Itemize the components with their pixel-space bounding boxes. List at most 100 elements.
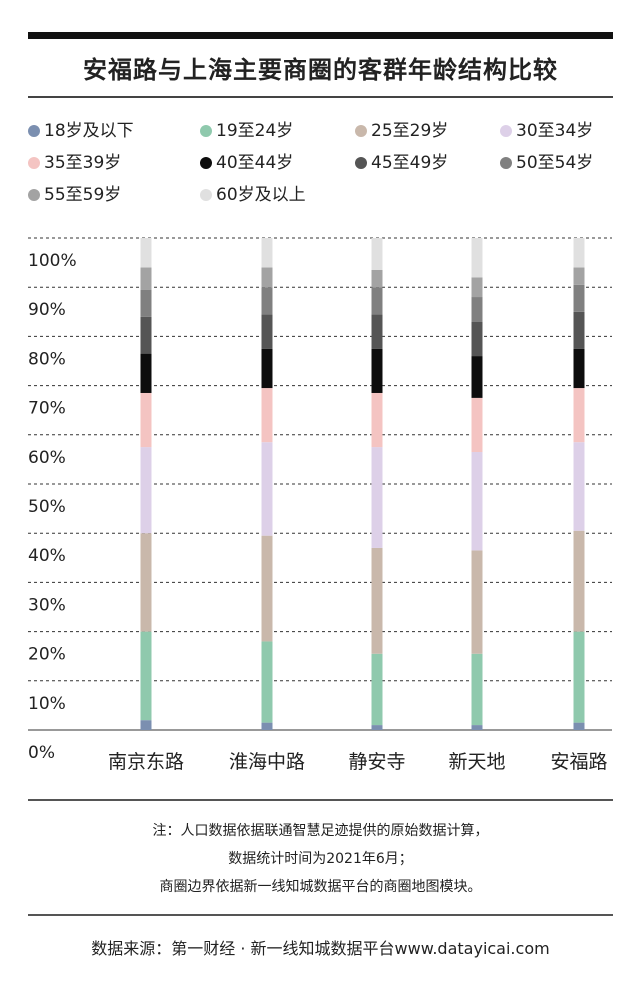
y-tick-label: 70% bbox=[28, 399, 66, 419]
bar-segment bbox=[573, 722, 585, 730]
bar-segment bbox=[140, 238, 152, 268]
bar-segment bbox=[371, 269, 383, 288]
legend-swatch bbox=[28, 189, 40, 201]
bar-segment bbox=[573, 348, 585, 389]
stacked-bar-chart: 0% 10% 20% 30% 40% 50% 60% 70% 80% 90% 100% 南京东路 淮海中… bbox=[28, 237, 612, 773]
bar-segment bbox=[140, 533, 152, 632]
legend-swatch bbox=[28, 157, 40, 169]
bar-segment bbox=[371, 314, 383, 349]
bar-segment bbox=[371, 653, 383, 726]
y-tick-label: 90% bbox=[28, 300, 66, 320]
bar-segment bbox=[261, 238, 273, 268]
bar-segment bbox=[140, 267, 152, 290]
legend-item: 35至39岁 bbox=[28, 148, 121, 173]
title-rule bbox=[28, 96, 613, 98]
bar-segment bbox=[573, 442, 585, 531]
bar-segment bbox=[573, 388, 585, 443]
bar-segment bbox=[471, 297, 483, 322]
y-tick-label: 40% bbox=[28, 546, 66, 566]
legend-label: 30至34岁 bbox=[516, 121, 594, 141]
y-tick-label: 20% bbox=[28, 645, 66, 665]
legend-label: 18岁及以下 bbox=[44, 121, 134, 141]
bar-segment bbox=[471, 725, 483, 730]
category-label: 新天地 bbox=[448, 751, 505, 773]
legend-label: 19至24岁 bbox=[216, 121, 294, 141]
legend-item: 60岁及以上 bbox=[200, 180, 306, 205]
bar-segment bbox=[371, 238, 383, 270]
bar-segment bbox=[371, 348, 383, 393]
legend-item: 45至49岁 bbox=[355, 148, 448, 173]
bar-segment bbox=[261, 267, 273, 288]
bar-segment bbox=[471, 452, 483, 551]
y-tick-label: 0% bbox=[28, 743, 55, 763]
bar-segment bbox=[371, 287, 383, 315]
bar-segment bbox=[371, 547, 383, 654]
y-tick-label: 50% bbox=[28, 497, 66, 517]
legend-item: 50至54岁 bbox=[500, 148, 593, 173]
legend-swatch bbox=[200, 125, 212, 137]
legend-item: 55至59岁 bbox=[28, 180, 121, 205]
bar-segment bbox=[471, 321, 483, 357]
bar-segment bbox=[573, 284, 585, 312]
bar-segment bbox=[140, 316, 152, 354]
legend-label: 60岁及以上 bbox=[216, 185, 306, 205]
legend-swatch bbox=[500, 157, 512, 169]
legend-label: 50至54岁 bbox=[516, 153, 594, 173]
legend-label: 55至59岁 bbox=[44, 185, 122, 205]
bar-segment bbox=[140, 392, 152, 448]
bar-segment bbox=[261, 348, 273, 389]
bar-segment bbox=[140, 289, 152, 317]
bar-segment bbox=[261, 287, 273, 315]
bar-segment bbox=[371, 725, 383, 730]
bar-segment bbox=[140, 720, 152, 730]
bar-segment bbox=[471, 238, 483, 278]
bar-segment bbox=[573, 631, 585, 723]
legend-swatch bbox=[355, 125, 367, 137]
legend-label: 40至44岁 bbox=[216, 153, 294, 173]
note-line-3: 商圈边界依据新一线知城数据平台的商圈地图模块。 bbox=[159, 879, 482, 895]
notes-top-rule bbox=[28, 799, 613, 801]
legend-item: 19至24岁 bbox=[200, 116, 293, 141]
bar-segment bbox=[371, 392, 383, 448]
note-line-2: 数据统计时间为2021年6月； bbox=[228, 851, 413, 867]
y-tick-label: 30% bbox=[28, 595, 66, 615]
legend-swatch bbox=[500, 125, 512, 137]
legend-item: 18岁及以下 bbox=[28, 116, 134, 141]
y-tick-label: 100% bbox=[28, 251, 77, 271]
legend-item: 30至34岁 bbox=[500, 116, 593, 141]
legend-swatch bbox=[200, 157, 212, 169]
legend-label: 35至39岁 bbox=[44, 153, 122, 173]
bar-segment bbox=[140, 631, 152, 721]
category-label: 南京东路 bbox=[108, 751, 184, 773]
bar-segment bbox=[261, 535, 273, 642]
legend-item: 25至29岁 bbox=[355, 116, 448, 141]
bar-segment bbox=[261, 442, 273, 536]
bar-segment bbox=[471, 356, 483, 398]
legend-swatch bbox=[200, 189, 212, 201]
top-rule bbox=[28, 32, 613, 39]
bar-segment bbox=[471, 277, 483, 298]
bar-segment bbox=[471, 550, 483, 654]
bar-segment bbox=[573, 530, 585, 632]
bar-segment bbox=[471, 397, 483, 453]
bar-segment bbox=[573, 311, 585, 349]
legend-label: 25至29岁 bbox=[371, 121, 449, 141]
y-tick-label: 60% bbox=[28, 448, 66, 468]
bar-segment bbox=[573, 267, 585, 285]
bar-segment bbox=[573, 238, 585, 268]
bar-segment bbox=[140, 353, 152, 393]
legend-item: 40至44岁 bbox=[200, 148, 293, 173]
bar-segment bbox=[261, 314, 273, 349]
bar-segment bbox=[261, 641, 273, 723]
y-tick-label: 10% bbox=[28, 694, 66, 714]
y-tick-label: 80% bbox=[28, 349, 66, 369]
category-label: 淮海中路 bbox=[229, 751, 305, 773]
bar-segment bbox=[140, 447, 152, 534]
legend-swatch bbox=[355, 157, 367, 169]
legend-label: 45至49岁 bbox=[371, 153, 449, 173]
bar-segment bbox=[261, 722, 273, 730]
notes-bottom-rule bbox=[28, 914, 613, 916]
note-line-1: 注：人口数据依据联通智慧足迹提供的原始数据计算， bbox=[152, 823, 489, 839]
source-text: 数据来源：第一财经 · 新一线知城数据平台www.datayicai.com bbox=[91, 939, 550, 958]
legend-swatch bbox=[28, 125, 40, 137]
